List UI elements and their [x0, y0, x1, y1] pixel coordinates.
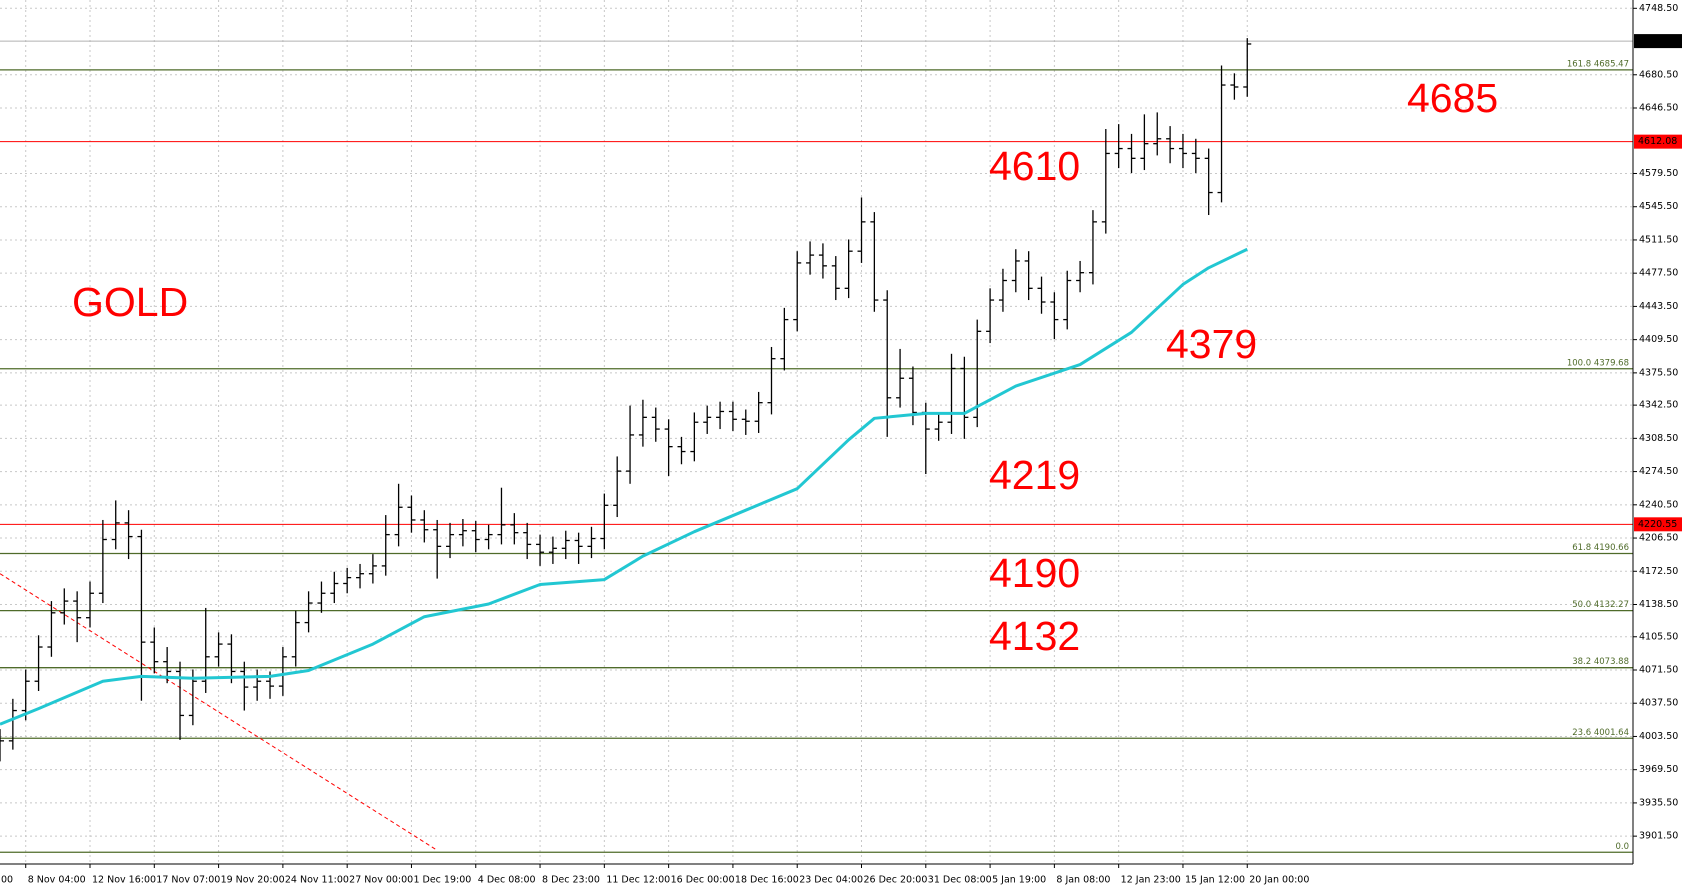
y-tick-label: 4680.50: [1639, 69, 1678, 80]
x-tick-label: 19 Nov 20:00: [221, 875, 285, 886]
price-label: 4714.95: [1638, 36, 1677, 47]
fib-label: 100.0 4379.68: [1567, 358, 1629, 368]
plot: 161.8 4685.47 100.0 4379.68 61.8 4190.66 50…: [0, 38, 1633, 853]
annotation: 4610: [989, 143, 1080, 189]
x-tick-label: 4 Dec 08:00: [478, 875, 536, 886]
x-tick-label: 15 Jan 12:00: [1185, 875, 1245, 886]
price-label: 4220.55: [1638, 519, 1677, 530]
y-tick-label: 4172.50: [1639, 566, 1678, 577]
x-tick-label: 23 Dec 04:00: [799, 875, 863, 886]
y-tick-label: 4443.50: [1639, 301, 1678, 312]
x-tick-label: 12 Jan 23:00: [1121, 875, 1181, 886]
annotation: 4190: [989, 550, 1080, 596]
fib-label: 38.2 4073.88: [1572, 657, 1629, 667]
y-tick-label: 4545.50: [1639, 201, 1678, 212]
annotation: 4685: [1407, 75, 1498, 121]
price-box: [1634, 134, 1682, 149]
y-tick-label: 4308.50: [1639, 433, 1678, 444]
annotation: 4379: [1166, 321, 1257, 367]
x-tick-label: 5 Jan 19:00: [992, 875, 1046, 886]
y-tick-label: 4477.50: [1639, 268, 1678, 279]
y-tick-label: 4071.50: [1639, 664, 1678, 675]
fib-label: 0.0: [1615, 842, 1629, 852]
y-tick-label: 4003.50: [1639, 731, 1678, 742]
y-tick-label: 4409.50: [1639, 334, 1678, 345]
fib-label: 23.6 4001.64: [1572, 728, 1629, 738]
price-label: 4612.08: [1638, 136, 1677, 147]
x-tick-label: 18 Dec 16:00: [735, 875, 799, 886]
moving-average: [0, 247, 1248, 726]
y-tick-label: 4748.50: [1639, 3, 1678, 14]
x-tick-label: 8 Jan 08:00: [1056, 875, 1110, 886]
x-tick-label: 12 Nov 16:00: [92, 875, 156, 886]
y-tick-label: 4206.50: [1639, 533, 1678, 544]
x-tick-label: 00: [1, 875, 13, 886]
annotation: GOLD: [72, 279, 188, 325]
y-tick-label: 4646.50: [1639, 103, 1678, 114]
price-box: [1634, 517, 1682, 532]
x-tick-label: 11 Dec 12:00: [606, 875, 670, 886]
x-tick-label: 20 Jan 00:00: [1249, 875, 1309, 886]
y-tick-label: 3901.50: [1639, 831, 1678, 842]
x-tick-label: 17 Nov 07:00: [156, 875, 220, 886]
x-tick-label: 8 Nov 04:00: [28, 875, 86, 886]
annotation: 4219: [989, 452, 1080, 498]
y-tick-label: 4105.50: [1639, 631, 1678, 642]
y-tick-label: 3935.50: [1639, 797, 1678, 808]
x-tick-label: 27 Nov 00:00: [349, 875, 413, 886]
fib-label: 161.8 4685.47: [1567, 59, 1629, 69]
y-tick-label: 4037.50: [1639, 698, 1678, 709]
y-tick-label: 4342.50: [1639, 400, 1678, 411]
price-box: [1634, 34, 1682, 49]
x-tick-label: 31 Dec 08:00: [928, 875, 992, 886]
fib-label: 61.8 4190.66: [1572, 543, 1629, 553]
y-tick-label: 4511.50: [1639, 234, 1678, 245]
x-tick-label: 1 Dec 19:00: [413, 875, 471, 886]
x-tick-label: 26 Dec 20:00: [864, 875, 928, 886]
annotation: 4132: [989, 613, 1080, 659]
y-tick-label: 4375.50: [1639, 367, 1678, 378]
fib-label: 50.0 4132.27: [1572, 600, 1629, 610]
x-tick-label: 16 Dec 00:00: [671, 875, 735, 886]
x-tick-label: 24 Nov 11:00: [285, 875, 349, 886]
trendline: [0, 573, 438, 851]
y-tick-label: 3969.50: [1639, 764, 1678, 775]
y-tick-label: 4240.50: [1639, 499, 1678, 510]
y-tick-label: 4138.50: [1639, 599, 1678, 610]
y-tick-label: 4579.50: [1639, 168, 1678, 179]
y-tick-label: 4274.50: [1639, 466, 1678, 477]
axes: 4748.50 4680.50 4646.50 4579.50 4545.50 4511.…: [1, 3, 1682, 886]
x-tick-label: 8 Dec 23:00: [542, 875, 600, 886]
